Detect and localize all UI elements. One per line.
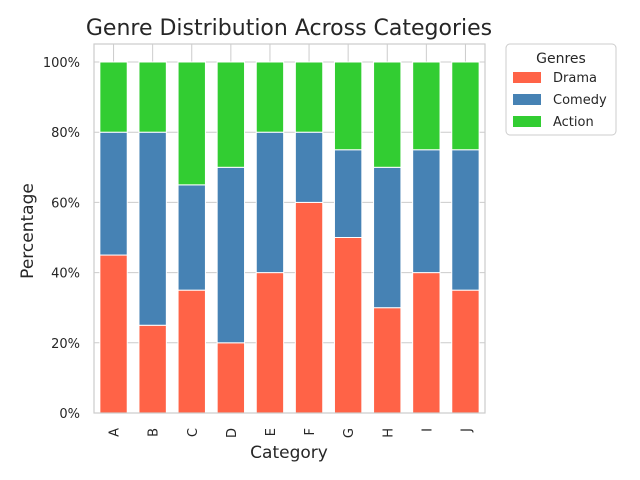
legend-label-drama: Drama	[553, 71, 597, 86]
plot-frame	[93, 43, 486, 414]
plot-area: 0% 20% 40% 60% 80% 100% A B C D E F G H I J	[43, 43, 486, 438]
y-tick-label: 20%	[51, 337, 80, 352]
bar-comedy-a	[99, 131, 128, 256]
bar-comedy-d	[216, 166, 246, 344]
bar-drama-c	[177, 289, 206, 414]
bar-action-f	[294, 61, 324, 133]
bar-action-c	[177, 61, 206, 186]
bar-drama-i	[412, 272, 441, 414]
legend-swatch-comedy	[513, 94, 541, 105]
legend-label-comedy: Comedy	[553, 93, 607, 108]
legend-box	[505, 43, 617, 136]
bar-action-j	[451, 61, 480, 151]
bar-drama-a	[99, 254, 128, 414]
bar-drama-j	[451, 289, 480, 414]
bar-action-g	[333, 61, 363, 151]
y-tick-label: 0%	[59, 407, 80, 422]
bar-drama-d	[216, 342, 246, 414]
bar-action-a	[99, 61, 128, 133]
bar-comedy-j	[451, 149, 480, 291]
legend-title: Genres	[536, 51, 586, 67]
legend-label-action: Action	[553, 115, 594, 130]
bar-comedy-e	[255, 131, 285, 274]
x-tick-label: C	[186, 428, 201, 437]
bar-action-b	[138, 61, 167, 133]
x-tick-label: G	[342, 428, 357, 438]
x-tick-label: D	[225, 428, 240, 438]
legend: Genres Drama Comedy Action	[505, 43, 617, 136]
bar-action-h	[373, 61, 402, 168]
legend-swatch-drama	[513, 72, 541, 83]
y-axis-label: Percentage	[18, 183, 38, 279]
bar-action-d	[216, 61, 246, 168]
y-tick-label: 100%	[43, 56, 80, 71]
x-tick-label: J	[459, 428, 474, 433]
bar-comedy-i	[412, 149, 441, 274]
x-tick-label: B	[147, 428, 162, 437]
chart-title: Genre Distribution Across Categories	[86, 16, 492, 41]
bar-drama-f	[294, 201, 324, 414]
y-tick-label: 60%	[51, 196, 80, 211]
legend-swatch-action	[513, 116, 541, 127]
bar-comedy-h	[373, 166, 402, 309]
x-tick-label: F	[303, 428, 318, 435]
bar-action-e	[255, 61, 285, 133]
x-tick-label: I	[420, 428, 435, 432]
bar-drama-h	[373, 307, 402, 414]
bar-comedy-g	[333, 149, 363, 238]
y-tick-label: 40%	[51, 267, 80, 282]
bar-comedy-b	[138, 131, 167, 326]
y-tick-label: 80%	[51, 126, 80, 141]
bar-drama-e	[255, 272, 285, 414]
bar-action-i	[412, 61, 441, 151]
x-tick-label: H	[381, 428, 396, 438]
bar-drama-b	[138, 324, 167, 414]
x-tick-label: A	[108, 428, 123, 437]
x-axis-label: Category	[250, 443, 328, 463]
bar-comedy-f	[294, 131, 324, 203]
bar-drama-g	[333, 237, 363, 414]
x-tick-label: E	[264, 428, 279, 436]
bar-comedy-c	[177, 184, 206, 291]
